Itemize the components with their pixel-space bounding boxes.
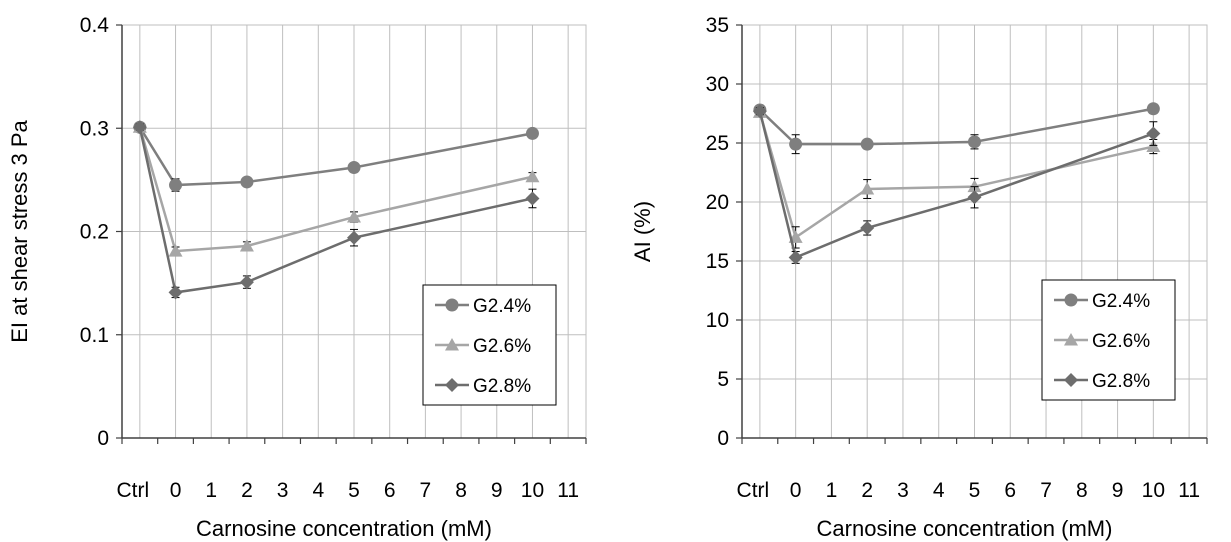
- legend-label: G2.6%: [473, 336, 531, 357]
- legend-marker: [445, 338, 459, 351]
- data-point: [132, 120, 147, 135]
- data-point: [347, 210, 361, 223]
- x-tick-label: 7: [420, 479, 432, 502]
- data-point: [239, 238, 254, 252]
- x-tick-label: Ctrl: [737, 479, 770, 502]
- data-point: [860, 220, 875, 235]
- data-point: [525, 169, 540, 183]
- data-point: [239, 275, 254, 290]
- legend-marker: [1064, 333, 1078, 346]
- data-point: [968, 135, 981, 149]
- series-G2.4%: [133, 120, 539, 192]
- data-point: [1146, 126, 1161, 141]
- y-axis-label: EI at shear stress 3 Pa: [7, 119, 32, 342]
- series-line: [138, 126, 533, 187]
- data-point: [860, 137, 874, 151]
- x-axis-label: Carnosine concentration (mM): [817, 516, 1113, 541]
- x-tick-label: 9: [491, 479, 503, 502]
- y-tick-label: 10: [706, 309, 729, 332]
- series-G2.4%: [753, 102, 1160, 155]
- legend-marker: [1064, 373, 1078, 387]
- x-tick-label: 4: [933, 479, 945, 502]
- data-point: [168, 244, 183, 257]
- legend-label: G2.6%: [1092, 331, 1150, 352]
- x-tick-label: 11: [1178, 479, 1200, 502]
- x-tick-label: Ctrl: [117, 479, 150, 502]
- y-axis-label: AI (%): [630, 201, 655, 262]
- x-tick-label: 6: [384, 479, 396, 502]
- series-line: [759, 107, 1154, 146]
- legend-label: G2.4%: [473, 296, 531, 317]
- data-point: [967, 179, 982, 193]
- data-point: [1146, 102, 1160, 116]
- x-tick-label: 1: [205, 479, 217, 502]
- y-tick-label: 30: [706, 73, 729, 96]
- data-point: [788, 250, 803, 265]
- x-tick-label: 7: [1040, 479, 1052, 502]
- x-tick-label: 10: [1142, 479, 1165, 502]
- series-G2.8%: [752, 104, 1161, 265]
- x-tick-label: 8: [455, 479, 467, 502]
- x-tick-label: 2: [861, 479, 873, 502]
- x-tick-label: 4: [312, 479, 324, 502]
- legend-marker: [445, 298, 459, 312]
- data-point: [789, 137, 803, 151]
- x-tick-label: 9: [1112, 479, 1124, 502]
- data-point: [525, 126, 539, 140]
- data-point: [168, 285, 183, 300]
- x-tick-label: 3: [277, 479, 289, 502]
- legend: G2.4% G2.6% G2.8%: [1041, 279, 1176, 401]
- series-line: [758, 111, 1154, 240]
- series-G2.8%: [132, 120, 540, 300]
- x-tick-label: 3: [897, 479, 909, 502]
- legend-label: G2.8%: [1092, 371, 1150, 392]
- x-tick-label: 6: [1004, 479, 1016, 502]
- y-tick-label: 0: [97, 427, 109, 450]
- series-G2.6%: [132, 120, 540, 257]
- data-point: [967, 190, 982, 205]
- x-tick-label: 0: [170, 479, 182, 502]
- data-point: [525, 191, 540, 206]
- legend-marker: [1064, 293, 1078, 307]
- series-line: [758, 110, 1154, 260]
- data-point: [240, 175, 254, 189]
- x-tick-label: 10: [521, 479, 544, 502]
- x-tick-label: 5: [969, 479, 981, 502]
- data-point: [752, 104, 767, 119]
- x-tick-label: 8: [1076, 479, 1088, 502]
- y-tick-label: 0.1: [80, 324, 109, 347]
- data-point: [347, 230, 361, 245]
- y-tick-label: 0.4: [80, 14, 110, 37]
- y-tick-label: 0.2: [80, 221, 109, 244]
- y-tick-label: 0.3: [80, 117, 109, 140]
- y-tick-label: 20: [706, 191, 729, 214]
- data-point: [169, 178, 183, 192]
- data-point: [347, 160, 361, 174]
- legend-label: G2.4%: [1092, 291, 1150, 312]
- legend-marker: [445, 378, 459, 392]
- legend-label: G2.8%: [473, 376, 531, 397]
- y-tick-label: 15: [706, 250, 729, 273]
- y-tick-label: 25: [706, 132, 729, 155]
- x-tick-label: 0: [790, 479, 802, 502]
- y-tick-label: 5: [717, 368, 729, 391]
- y-tick-label: 0: [717, 427, 729, 450]
- series-line: [138, 126, 533, 294]
- series-G2.6%: [752, 105, 1161, 249]
- data-point: [860, 182, 875, 195]
- y-tick-label: 35: [706, 14, 729, 37]
- legend: G2.4% G2.6% G2.8%: [422, 284, 557, 406]
- x-axis-label: Carnosine concentration (mM): [196, 516, 492, 541]
- x-tick-label: 5: [348, 479, 360, 502]
- x-tick-label: 11: [557, 479, 579, 502]
- x-tick-label: 1: [826, 479, 838, 502]
- x-tick-label: 2: [241, 479, 253, 502]
